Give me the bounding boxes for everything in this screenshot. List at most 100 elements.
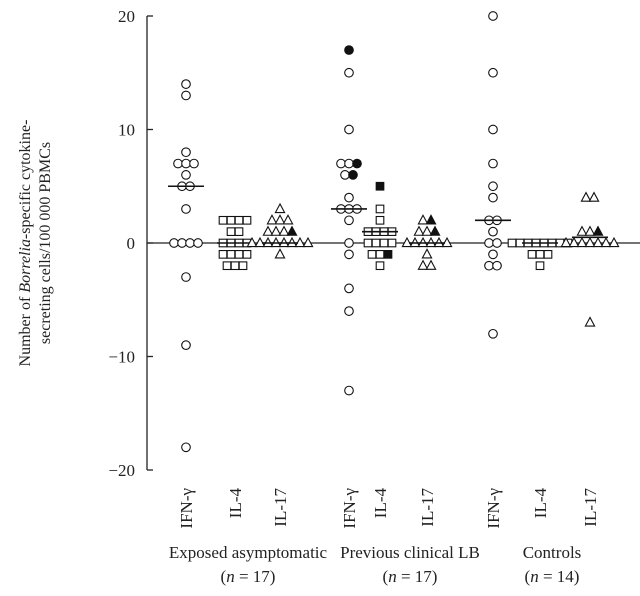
y-tick-label: 20 xyxy=(118,7,135,26)
data-point-triangle xyxy=(286,225,298,236)
data-point-square xyxy=(375,261,385,271)
data-point-circle xyxy=(488,181,498,192)
data-point-square xyxy=(234,227,244,237)
data-point-square xyxy=(238,261,248,271)
data-point-square xyxy=(375,181,385,191)
data-point-triangle xyxy=(584,225,596,236)
data-point-square xyxy=(375,204,385,214)
data-point-circle xyxy=(488,192,498,203)
data-point-square xyxy=(363,238,373,248)
data-point-triangle xyxy=(576,225,588,236)
category-label: IL-4 xyxy=(531,488,550,519)
category-label: IFN-γ xyxy=(340,488,359,529)
group-n-label: (n = 17) xyxy=(383,567,438,586)
data-point-square xyxy=(527,250,537,259)
data-point-square xyxy=(226,215,236,225)
group-n-label: (n = 17) xyxy=(221,567,276,586)
data-point-circle xyxy=(348,170,358,180)
data-point-square xyxy=(242,215,252,225)
data-point-triangle xyxy=(266,214,278,225)
data-point-circle xyxy=(352,158,362,169)
y-axis-title: Number of Borrelia-specific cytokine- se… xyxy=(17,120,54,367)
data-point-square xyxy=(543,250,553,259)
data-point-circle xyxy=(177,238,187,248)
data-point-circle xyxy=(181,272,191,282)
data-point-triangle xyxy=(246,236,258,248)
data-point-square xyxy=(226,250,236,259)
data-point-triangle xyxy=(425,259,437,270)
data-point-circle xyxy=(181,204,191,214)
data-point-square xyxy=(222,261,232,271)
data-point-circle xyxy=(488,67,498,78)
data-point-triangle xyxy=(302,236,314,248)
group-label: Exposed asymptomatic xyxy=(169,543,328,562)
group-n-label: (n = 14) xyxy=(525,567,580,586)
data-point-circle xyxy=(344,283,354,294)
data-point-circle xyxy=(492,238,502,248)
data-point-circle xyxy=(169,238,179,248)
data-point-circle xyxy=(181,170,191,180)
data-point-square xyxy=(226,227,236,237)
data-point-square xyxy=(367,250,377,259)
data-point-circle xyxy=(344,238,354,248)
group-label: Previous clinical LB xyxy=(340,543,480,562)
data-point-triangle xyxy=(278,225,290,236)
data-point-square xyxy=(535,261,545,271)
data-point-circle xyxy=(488,158,498,169)
data-point-circle xyxy=(488,328,498,339)
category-label: IFN-γ xyxy=(177,488,196,529)
data-point-triangle xyxy=(592,236,604,248)
data-point-square xyxy=(234,215,244,225)
data-point-triangle xyxy=(608,236,620,248)
data-point-circle xyxy=(181,79,191,89)
group-label: Controls xyxy=(523,543,582,562)
category-label: IL-4 xyxy=(226,488,245,519)
data-point-triangle xyxy=(576,236,588,248)
data-point-circle xyxy=(181,442,191,453)
data-point-square xyxy=(218,250,228,259)
data-point-triangle xyxy=(413,225,425,236)
data-point-triangle xyxy=(417,214,429,225)
data-point-square xyxy=(218,215,228,225)
y-tick-label: −10 xyxy=(108,348,135,367)
data-point-circle xyxy=(492,260,502,271)
data-point-triangle xyxy=(600,236,612,248)
data-point-square xyxy=(234,250,244,259)
category-label: IL-17 xyxy=(271,488,290,527)
data-point-circle xyxy=(488,124,498,135)
data-point-triangle xyxy=(274,202,286,214)
data-point-triangle xyxy=(421,225,433,236)
data-point-triangle xyxy=(262,225,274,236)
y-tick-label: −20 xyxy=(108,461,135,480)
data-point-square xyxy=(383,250,393,259)
data-point-circle xyxy=(181,147,191,158)
data-point-square xyxy=(535,250,545,259)
data-point-circle xyxy=(344,249,354,260)
y-tick-label: 10 xyxy=(118,121,135,140)
data-point-circle xyxy=(488,11,498,21)
data-point-circle xyxy=(344,306,354,316)
data-point-circle xyxy=(340,170,350,180)
data-point-circle xyxy=(344,215,354,226)
data-point-circle xyxy=(185,238,195,248)
data-point-triangle xyxy=(568,236,580,248)
data-point-square xyxy=(387,238,397,248)
data-point-circle xyxy=(484,260,494,271)
data-point-circle xyxy=(484,238,494,248)
data-point-circle xyxy=(181,340,191,351)
data-point-triangle xyxy=(429,225,441,236)
data-point-circle xyxy=(336,158,346,169)
category-label: IFN-γ xyxy=(484,488,503,529)
data-point-circle xyxy=(189,158,199,169)
data-point-square xyxy=(375,250,385,259)
data-point-square xyxy=(371,238,381,248)
category-label: IL-4 xyxy=(371,488,390,519)
data-point-circle xyxy=(344,385,354,396)
data-point-circle xyxy=(173,158,183,169)
category-label: IL-17 xyxy=(418,488,437,527)
data-point-triangle xyxy=(425,214,437,225)
data-point-square xyxy=(242,250,252,259)
y-axis-title-line-1: Number of Borrelia-specific cytokine- xyxy=(17,120,34,367)
data-point-square xyxy=(230,261,240,271)
data-point-circle xyxy=(181,158,191,169)
